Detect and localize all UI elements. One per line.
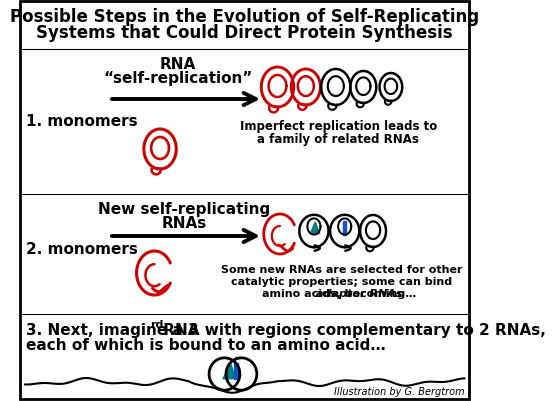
Text: amino acids, becoming…: amino acids, becoming… <box>262 288 420 298</box>
Polygon shape <box>310 223 320 234</box>
Polygon shape <box>223 364 236 379</box>
Text: a family of related RNAs: a family of related RNAs <box>257 133 419 146</box>
Text: “self-replication”: “self-replication” <box>103 71 253 86</box>
Text: catalytic properties; some can bind: catalytic properties; some can bind <box>231 276 452 286</box>
Text: rd: rd <box>150 319 164 329</box>
Text: Systems that Could Direct Protein Synthesis: Systems that Could Direct Protein Synthe… <box>36 24 453 42</box>
Text: RNA: RNA <box>160 57 196 72</box>
Bar <box>343 221 347 235</box>
Text: RNA with regions complementary to 2 RNAs,: RNA with regions complementary to 2 RNAs… <box>158 322 546 337</box>
Text: New self-replicating: New self-replicating <box>98 201 271 217</box>
Text: Imperfect replication leads to: Imperfect replication leads to <box>240 120 437 133</box>
Text: adaptor RNAs: adaptor RNAs <box>316 288 402 298</box>
Text: RNAs: RNAs <box>162 215 207 231</box>
Text: 3. Next, imagine a 3: 3. Next, imagine a 3 <box>26 322 199 337</box>
Text: Illustration by G. Bergtrom: Illustration by G. Bergtrom <box>334 386 465 396</box>
Bar <box>234 363 239 379</box>
Text: Possible Steps in the Evolution of Self-Replicating: Possible Steps in the Evolution of Self-… <box>10 8 479 26</box>
Text: each of which is bound to an amino acid…: each of which is bound to an amino acid… <box>26 337 386 352</box>
Text: 2. monomers: 2. monomers <box>26 242 138 257</box>
Text: 1. monomers: 1. monomers <box>26 114 138 129</box>
Text: Some new RNAs are selected for other: Some new RNAs are selected for other <box>221 264 462 274</box>
